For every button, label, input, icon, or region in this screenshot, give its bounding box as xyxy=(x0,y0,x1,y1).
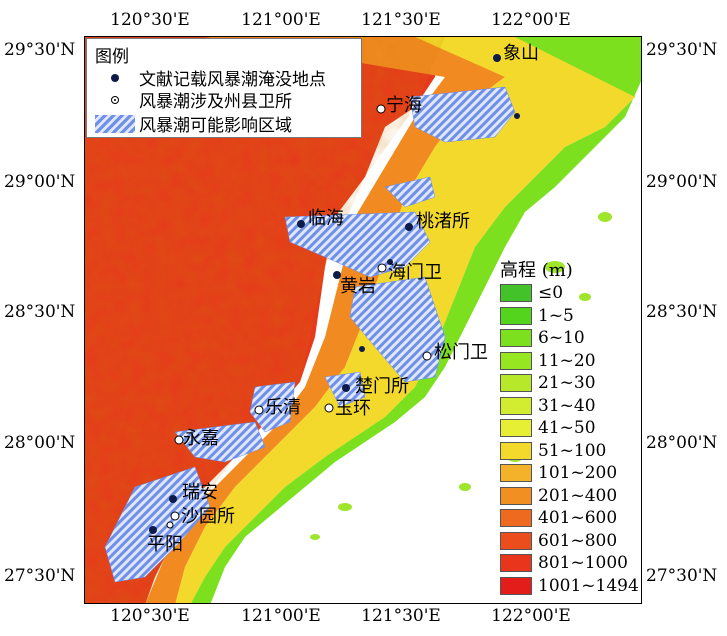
county-symbol xyxy=(111,95,119,104)
legend-impact-label: 风暴潮可能影响区域 xyxy=(139,116,292,136)
tick-bottom-2: 121°00'E xyxy=(241,606,321,626)
elevation-swatch xyxy=(500,486,532,505)
elevation-swatch xyxy=(500,306,532,325)
legend-row-impact: 风暴潮可能影响区域 xyxy=(95,111,292,136)
elevation-class-row: ≤0 xyxy=(500,283,563,303)
tick-top-2: 121°00'E xyxy=(241,10,321,30)
elevation-class-label: 401~600 xyxy=(538,508,618,528)
tick-bottom-3: 121°30'E xyxy=(361,606,441,626)
tick-bottom-1: 120°30'E xyxy=(110,606,190,626)
label-haimenwei: 海门卫 xyxy=(388,262,442,283)
elevation-class-label: 51~100 xyxy=(538,440,607,461)
elevation-class-row: 201~400 xyxy=(500,486,617,506)
elevation-class-row: 21~30 xyxy=(500,373,596,393)
elevation-legend-title: 高程 (m) xyxy=(500,260,573,281)
elevation-class-label: 31~40 xyxy=(538,395,596,416)
label-ninghai: 宁海 xyxy=(386,95,422,116)
elevation-class-row: 6~10 xyxy=(500,328,585,348)
land-mid xyxy=(145,37,515,603)
tick-right-4: 28°00'N xyxy=(646,433,718,453)
elevation-class-label: 1001~1494 xyxy=(538,575,639,596)
label-yuhuan: 玉环 xyxy=(335,398,371,419)
elevation-class-label: 21~30 xyxy=(538,373,596,393)
legend: 图例 文献记载风暴潮淹没地点 风暴潮涉及州县卫所 风暴潮可能影响区域 xyxy=(86,38,362,138)
label-songmenwei: 松门卫 xyxy=(434,342,488,363)
tick-top-3: 121°30'E xyxy=(361,10,441,30)
documented-site-symbol xyxy=(111,73,119,82)
elevation-class-row: 1~5 xyxy=(500,306,574,326)
elevation-swatch xyxy=(500,374,532,392)
elevation-class-row: 401~600 xyxy=(500,508,617,528)
elevation-swatch xyxy=(500,576,532,595)
label-yongjia: 永嘉 xyxy=(183,428,219,449)
label-taozhusuo: 桃渚所 xyxy=(416,211,470,232)
elevation-class-label: 11~20 xyxy=(538,350,596,371)
tick-right-5: 27°30'N xyxy=(646,566,718,586)
elevation-class-row: 101~200 xyxy=(500,463,617,483)
legend-row-counties: 风暴潮涉及州县卫所 xyxy=(95,87,292,112)
tick-top-4: 122°00'E xyxy=(491,10,571,30)
tick-bottom-4: 122°00'E xyxy=(491,606,571,626)
label-yueqing: 乐清 xyxy=(265,397,301,418)
label-shayuansuo: 沙园所 xyxy=(181,506,235,527)
elevation-swatch xyxy=(500,419,532,437)
label-linhai: 临海 xyxy=(308,208,344,229)
tick-right-1: 29°30'N xyxy=(646,40,718,60)
elevation-class-row: 1001~1494 xyxy=(500,576,639,596)
tick-right-2: 29°00'N xyxy=(646,172,718,192)
elevation-swatch xyxy=(500,441,532,460)
tick-left-1: 29°30'N xyxy=(4,40,76,60)
terrain-map xyxy=(85,37,641,603)
legend-row-documented: 文献记载风暴潮淹没地点 xyxy=(95,65,326,90)
elevation-swatch xyxy=(500,351,532,370)
tick-left-3: 28°30'N xyxy=(4,302,76,322)
elevation-class-label: 201~400 xyxy=(538,485,618,506)
elevation-class-label: 6~10 xyxy=(538,328,585,348)
legend-documented-label: 文献记载风暴潮淹没地点 xyxy=(139,70,326,90)
legend-title: 图例 xyxy=(95,47,129,67)
tick-right-3: 28°30'N xyxy=(646,302,718,322)
elevation-swatch xyxy=(500,464,532,482)
label-pingyang: 平阳 xyxy=(147,534,183,555)
tick-left-4: 28°00'N xyxy=(4,433,76,453)
map-frame xyxy=(84,36,642,604)
label-huangyan: 黄岩 xyxy=(340,276,376,297)
label-chumensuo: 楚门所 xyxy=(355,376,409,397)
elevation-class-label: 41~50 xyxy=(538,418,596,438)
elevation-class-row: 801~1000 xyxy=(500,553,628,573)
legend-counties-label: 风暴潮涉及州县卫所 xyxy=(139,92,292,112)
elevation-class-label: 101~200 xyxy=(538,463,618,483)
elevation-class-row: 601~800 xyxy=(500,531,617,551)
sea xyxy=(236,131,641,603)
elevation-class-label: 1~5 xyxy=(538,305,574,326)
label-xiangshan: 象山 xyxy=(503,43,539,64)
elevation-class-label: 801~1000 xyxy=(538,553,628,573)
elevation-class-label: ≤0 xyxy=(538,283,564,303)
elevation-swatch xyxy=(500,531,532,550)
tick-left-5: 27°30'N xyxy=(4,566,76,586)
elevation-class-row: 31~40 xyxy=(500,396,596,416)
tick-left-2: 29°00'N xyxy=(4,172,76,192)
elevation-swatch xyxy=(500,284,532,302)
islands xyxy=(310,212,612,540)
elevation-swatch xyxy=(500,509,532,527)
elevation-swatch xyxy=(500,396,532,415)
elevation-swatch xyxy=(500,329,532,347)
elevation-class-row: 11~20 xyxy=(500,351,596,371)
elevation-class-row: 41~50 xyxy=(500,418,596,438)
elevation-class-row: 51~100 xyxy=(500,441,606,461)
elevation-swatch xyxy=(500,554,532,572)
land-coastal xyxy=(191,37,641,603)
impact-area-symbol xyxy=(95,114,135,133)
elevation-class-label: 601~800 xyxy=(538,530,618,551)
tick-top-1: 120°30'E xyxy=(110,10,190,30)
impact-areas xyxy=(104,86,516,583)
label-ruian: 瑞安 xyxy=(182,482,218,503)
